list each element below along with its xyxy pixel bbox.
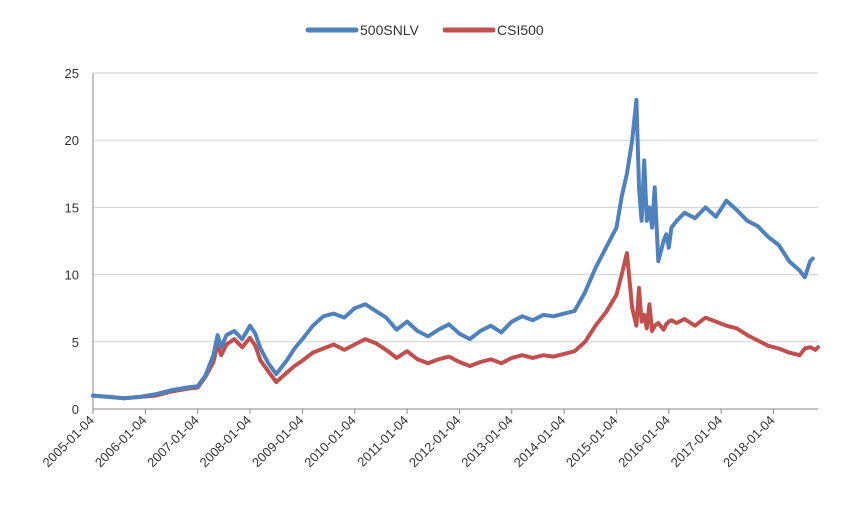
series-line-csi500: [91, 251, 820, 401]
y-tick-label: 5: [72, 335, 79, 350]
x-tick-label: 2012-01-04: [406, 413, 464, 471]
y-tick-label: 25: [65, 66, 79, 81]
x-tick-label: 2005-01-04: [39, 413, 97, 471]
y-tick-label: 15: [65, 200, 79, 215]
x-tick-label: 2014-01-04: [511, 413, 569, 471]
series-line-500snlv: [91, 97, 815, 401]
legend-label-500snlv: 500SNLV: [360, 22, 420, 38]
legend-label-csi500: CSI500: [497, 22, 544, 38]
x-tick-label: 2010-01-04: [301, 413, 359, 471]
y-axis-ticks: 0 5 10 15 20 25: [65, 66, 79, 417]
x-tick-label: 2011-01-04: [354, 413, 411, 470]
y-tick-label: 0: [72, 402, 79, 417]
x-tick-label: 2018-01-04: [720, 413, 778, 471]
x-tick-label: 2015-01-04: [563, 413, 621, 471]
x-axis-ticks: 2005-01-042006-01-042007-01-042008-01-04…: [39, 409, 778, 471]
gridlines: [92, 72, 818, 410]
y-tick-label: 10: [65, 268, 79, 283]
x-tick-label: 2007-01-04: [144, 413, 202, 471]
series-lines: [91, 97, 820, 401]
y-tick-label: 20: [65, 133, 79, 148]
x-tick-label: 2006-01-04: [92, 413, 150, 471]
x-tick-label: 2016-01-04: [615, 413, 673, 471]
x-tick-label: 2009-01-04: [249, 413, 307, 471]
x-tick-label: 2013-01-04: [458, 413, 516, 471]
x-tick-label: 2008-01-04: [197, 413, 255, 471]
x-tick-label: 2017-01-04: [668, 413, 726, 471]
legend: 500SNLV CSI500: [305, 22, 544, 38]
